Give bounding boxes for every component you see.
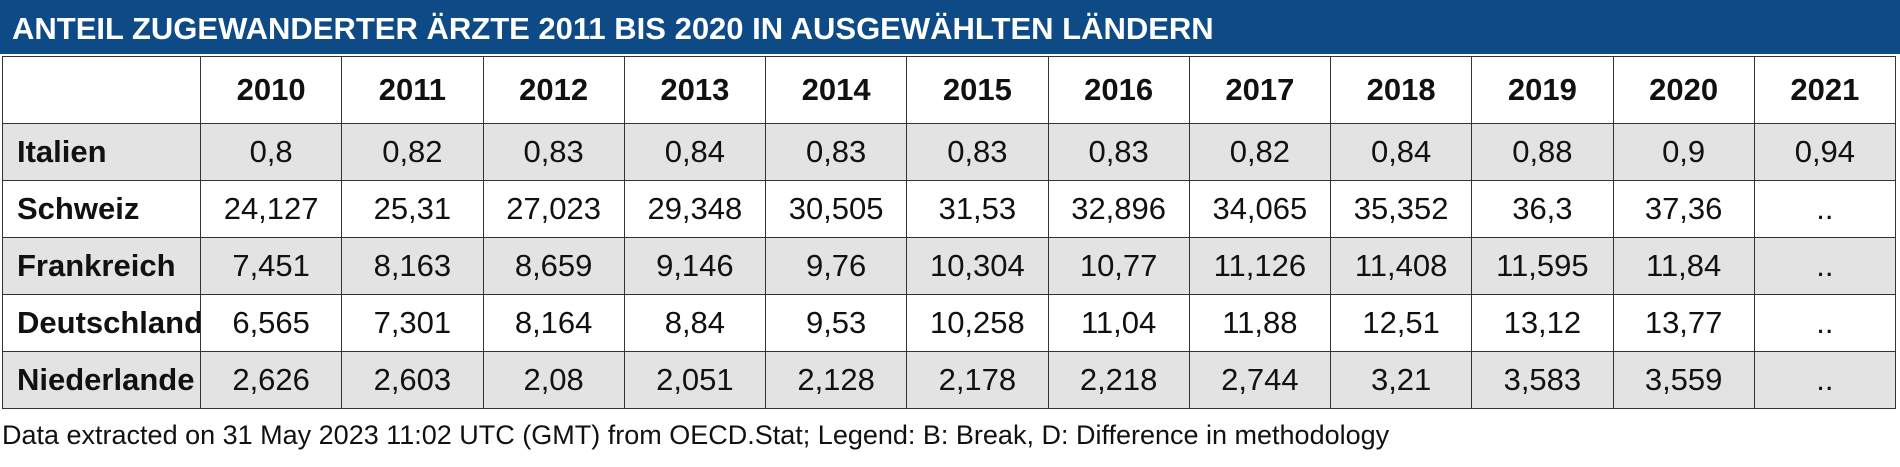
cell: 10,258	[906, 294, 1049, 352]
table-row: Italien 0,8 0,82 0,83 0,84 0,83 0,83 0,83 0,82 0,…	[2, 123, 1897, 181]
column-header: 2014	[764, 56, 908, 124]
column-header: 2011	[341, 56, 484, 124]
cell: 2,626	[199, 351, 343, 409]
cell: 10,304	[906, 237, 1049, 295]
cell: ..	[1753, 180, 1897, 238]
cell: 34,065	[1188, 180, 1332, 238]
cell: 11,595	[1471, 237, 1614, 295]
cell: 36,3	[1471, 180, 1614, 238]
cell: 0,82	[341, 123, 484, 181]
cell: 9,76	[764, 237, 908, 295]
cell: 0,94	[1753, 123, 1897, 181]
row-label: Italien	[2, 123, 201, 181]
column-header: 2016	[1047, 56, 1190, 124]
cell: 2,178	[906, 351, 1049, 409]
column-header: 2021	[1753, 56, 1897, 124]
column-header: 2019	[1471, 56, 1614, 124]
cell: 0,83	[906, 123, 1049, 181]
column-header: 2013	[623, 56, 767, 124]
cell: 11,408	[1329, 237, 1473, 295]
cell: 6,565	[199, 294, 343, 352]
cell: 9,53	[764, 294, 908, 352]
column-header: 2015	[906, 56, 1049, 124]
cell: 9,146	[623, 237, 767, 295]
cell: 0,83	[764, 123, 908, 181]
cell: 13,77	[1612, 294, 1755, 352]
cell: 11,04	[1047, 294, 1190, 352]
cell: 0,83	[482, 123, 625, 181]
cell: 3,559	[1612, 351, 1755, 409]
table-row: Frankreich 7,451 8,163 8,659 9,146 9,76 10,304…	[2, 237, 1897, 295]
cell: 35,352	[1329, 180, 1473, 238]
table-row: Deutschland 6,565 7,301 8,164 8,84 9,53 10,258…	[2, 294, 1897, 352]
cell: 31,53	[906, 180, 1049, 238]
cell: 0,83	[1047, 123, 1190, 181]
row-label: Niederlande	[2, 351, 201, 409]
cell: 11,88	[1188, 294, 1332, 352]
cell: 8,164	[482, 294, 625, 352]
cell: 8,659	[482, 237, 625, 295]
footnote: Data extracted on 31 May 2023 11:02 UTC …	[2, 420, 1390, 450]
cell: 25,31	[341, 180, 484, 238]
cell: 3,21	[1329, 351, 1473, 409]
cell: 0,84	[623, 123, 767, 181]
column-header: 2012	[482, 56, 625, 124]
cell: 2,128	[764, 351, 908, 409]
cell: 10,77	[1047, 237, 1190, 295]
cell: 12,51	[1329, 294, 1473, 352]
cell: 37,36	[1612, 180, 1755, 238]
cell: ..	[1753, 351, 1897, 409]
cell: 2,744	[1188, 351, 1332, 409]
row-label: Schweiz	[2, 180, 201, 238]
table-row: Niederlande 2,626 2,603 2,08 2,051 2,128 2,178…	[2, 351, 1897, 409]
column-header: 2020	[1612, 56, 1755, 124]
cell: 3,583	[1471, 351, 1614, 409]
cell: 2,08	[482, 351, 625, 409]
header-row: 2010 2011 2012 2013 2014 2015 2016 2017 2018 2019…	[2, 56, 1897, 124]
cell: 2,051	[623, 351, 767, 409]
cell: 32,896	[1047, 180, 1190, 238]
cell: 30,505	[764, 180, 908, 238]
cell: 27,023	[482, 180, 625, 238]
cell: 2,218	[1047, 351, 1190, 409]
column-header: 2017	[1188, 56, 1332, 124]
title-bar: ANTEIL ZUGEWANDERTER ÄRZTE 2011 BIS 2020…	[0, 0, 1900, 54]
cell: ..	[1753, 294, 1897, 352]
cell: 8,163	[341, 237, 484, 295]
cell: 11,126	[1188, 237, 1332, 295]
cell: 8,84	[623, 294, 767, 352]
column-header: 2010	[199, 56, 343, 124]
cell: 7,301	[341, 294, 484, 352]
cell: 24,127	[199, 180, 343, 238]
cell: 7,451	[199, 237, 343, 295]
row-label: Deutschland	[2, 294, 201, 352]
table-row: Schweiz 24,127 25,31 27,023 29,348 30,505 31,5…	[2, 180, 1897, 238]
table-body: Italien 0,8 0,82 0,83 0,84 0,83 0,83 0,83 0,82 0,…	[2, 123, 1897, 409]
cell: 0,88	[1471, 123, 1614, 181]
row-label: Frankreich	[2, 237, 201, 295]
cell: ..	[1753, 237, 1897, 295]
cell: 0,8	[199, 123, 343, 181]
column-header: 2018	[1329, 56, 1473, 124]
cell: 2,603	[341, 351, 484, 409]
cell: 0,9	[1612, 123, 1755, 181]
cell: 11,84	[1612, 237, 1755, 295]
corner-cell	[2, 56, 201, 124]
cell: 13,12	[1471, 294, 1614, 352]
data-table: 2010 2011 2012 2013 2014 2015 2016 2017 2018 2019…	[2, 56, 1897, 409]
cell: 0,82	[1188, 123, 1332, 181]
cell: 29,348	[623, 180, 767, 238]
cell: 0,84	[1329, 123, 1473, 181]
